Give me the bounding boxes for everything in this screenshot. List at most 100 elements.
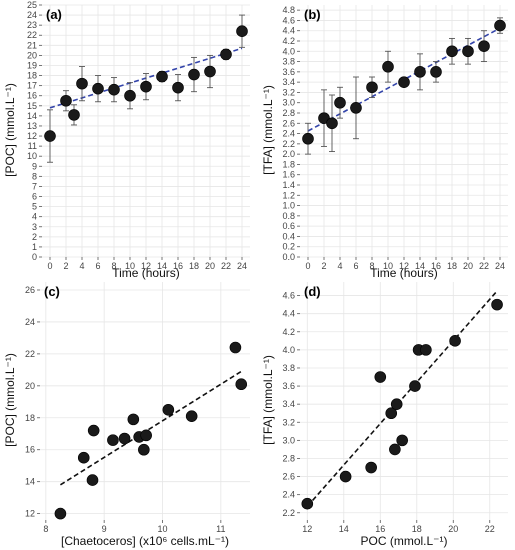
y-tick-label: 3.2: [282, 417, 295, 427]
y-tick-label: 19: [27, 60, 37, 70]
y-tick-label: 0.0: [282, 252, 295, 262]
y-tick-label: 12: [25, 509, 35, 519]
y-tick-label: 1.4: [282, 180, 295, 190]
x-tick-label: 16: [375, 524, 385, 534]
x-axis-label: [Chaetoceros] (x10⁶ cells.mL⁻¹): [61, 534, 229, 548]
y-tick-label: 4.6: [282, 15, 295, 25]
x-tick-label: 20: [463, 261, 473, 271]
y-tick-label: 24: [25, 317, 35, 327]
y-tick-label: 1: [32, 242, 37, 252]
data-point: [494, 19, 506, 32]
y-tick-label: 4.2: [282, 36, 295, 46]
y-tick-label: 3.4: [282, 77, 295, 87]
y-tick-label: 22: [27, 30, 37, 40]
data-point: [334, 96, 346, 109]
x-tick-label: 4: [337, 261, 342, 271]
chart-panel-3: 8 9 10 11 12 14 16 18 20 22 24 26 [Chaetoceros] (x10…: [3, 282, 250, 548]
data-point: [124, 89, 136, 102]
y-tick-label: 3: [32, 222, 37, 232]
x-tick-label: 16: [431, 261, 441, 271]
data-point: [430, 66, 442, 78]
data-point: [229, 341, 242, 354]
x-tick-label: 10: [383, 261, 393, 271]
plot-area: [300, 282, 508, 520]
data-point: [87, 424, 100, 437]
data-point: [54, 507, 67, 520]
x-tick-label: 2: [321, 261, 326, 271]
x-tick-label: 6: [95, 261, 100, 271]
x-tick-label: 18: [412, 524, 422, 534]
y-tick-label: 12: [27, 131, 37, 141]
x-tick-label: 20: [205, 261, 215, 271]
data-point: [446, 45, 458, 58]
panel-label: (a): [46, 7, 62, 22]
data-point: [77, 451, 90, 464]
x-tick-label: 2: [63, 261, 68, 271]
data-point: [478, 40, 490, 52]
data-point: [108, 83, 120, 96]
data-point: [301, 497, 314, 510]
x-tick-label: 20: [448, 524, 458, 534]
data-point: [140, 429, 152, 442]
data-point: [204, 65, 216, 78]
plot-area: [40, 282, 250, 520]
data-point: [420, 344, 432, 356]
data-point: [339, 470, 352, 483]
panel-label: (c): [44, 284, 60, 299]
data-point: [86, 474, 99, 486]
y-tick-label: 4.4: [282, 309, 295, 319]
y-tick-label: 24: [27, 10, 37, 20]
y-tick-label: 1.2: [282, 190, 295, 200]
y-axis-label: [TFA] (mmol.L⁻¹): [261, 85, 275, 175]
x-tick-label: 6: [353, 261, 358, 271]
chart-panel-1: 0 2 4 6 8 10 12 14 16 18 20 22 240123456789101112131…: [3, 0, 250, 280]
data-point: [92, 82, 104, 95]
y-tick-label: 3.0: [282, 98, 295, 108]
y-tick-label: 23: [27, 20, 37, 30]
data-point: [491, 298, 503, 311]
data-point: [302, 132, 314, 145]
y-tick-label: 3.6: [282, 381, 295, 391]
y-tick-label: 0.4: [282, 231, 295, 241]
data-point: [409, 380, 421, 392]
x-tick-label: 12: [141, 261, 151, 271]
x-axis-label: Time (hours): [370, 266, 438, 280]
y-tick-label: 2.0: [282, 149, 295, 159]
chart-panel-4: 12 14 16 18 20 22 2.2 2.4 2.6 2.8 3.0 3.2 3.4 3.6 3.8 4…: [261, 282, 508, 548]
x-axis-label: POC (mmol.L⁻¹): [361, 534, 448, 548]
y-tick-label: 2.4: [282, 490, 295, 500]
x-tick-label: 22: [221, 261, 231, 271]
x-tick-label: 0: [47, 261, 52, 271]
data-point: [350, 102, 362, 114]
y-tick-label: 25: [27, 0, 37, 10]
data-point: [374, 371, 387, 383]
y-tick-label: 11: [28, 141, 37, 151]
y-tick-label: 3.2: [282, 87, 295, 97]
data-point: [382, 60, 394, 73]
data-point: [414, 66, 426, 78]
x-tick-label: 16: [173, 261, 183, 271]
data-point: [462, 45, 474, 58]
y-tick-label: 4.8: [282, 5, 295, 15]
y-tick-label: 4.2: [282, 327, 295, 337]
y-tick-label: 10: [27, 151, 37, 161]
y-tick-label: 15: [27, 101, 37, 111]
y-tick-label: 14: [27, 111, 37, 121]
data-point: [385, 407, 398, 420]
x-tick-label: 4: [79, 261, 84, 271]
data-point: [44, 130, 56, 142]
data-point: [140, 80, 152, 93]
data-point: [68, 109, 80, 121]
data-point: [76, 77, 88, 90]
y-tick-label: 2.2: [282, 139, 295, 149]
x-tick-label: 12: [399, 261, 409, 271]
data-point: [390, 398, 403, 410]
y-tick-label: 7: [32, 181, 37, 191]
panel-label: (d): [304, 284, 321, 299]
y-tick-label: 16: [25, 445, 35, 455]
x-tick-label: 18: [447, 261, 457, 271]
data-point: [162, 403, 175, 416]
y-tick-label: 2.6: [282, 118, 295, 128]
y-tick-label: 3.8: [282, 57, 295, 67]
